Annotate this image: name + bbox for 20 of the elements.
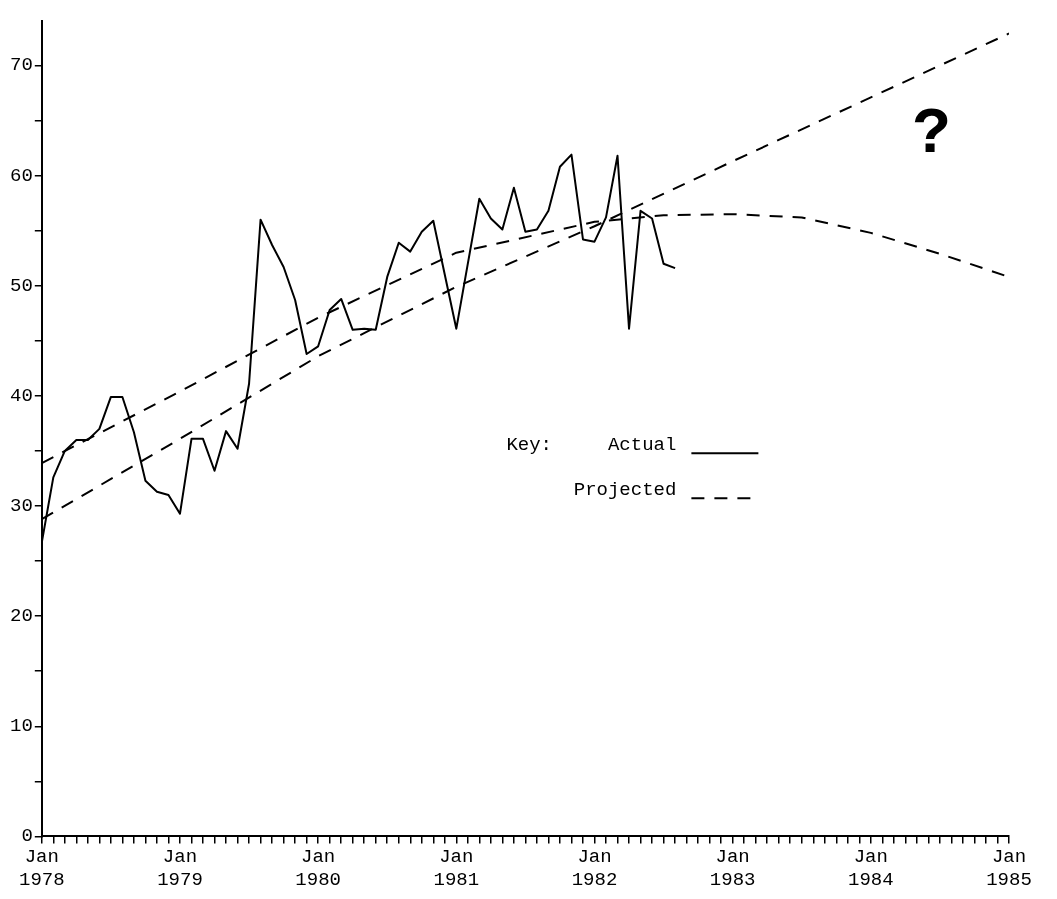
x-tick-label: Jan 1984 bbox=[848, 845, 894, 891]
legend-label: Actual bbox=[607, 434, 677, 457]
legend-title: Key: bbox=[506, 434, 552, 457]
x-tick-label: Jan 1983 bbox=[709, 845, 756, 891]
y-tick-label: 30 bbox=[9, 495, 33, 518]
y-tick-label: 60 bbox=[9, 164, 33, 187]
x-tick-label: Jan 1985 bbox=[986, 845, 1032, 891]
x-tick-label: Jan 1980 bbox=[295, 845, 341, 891]
x-tick-label: Jan 1982 bbox=[571, 845, 618, 891]
x-tick-label: Jan 1978 bbox=[19, 845, 65, 891]
x-tick-label: Jan 1981 bbox=[433, 845, 480, 891]
y-tick-label: 50 bbox=[9, 274, 33, 297]
legend-label: Projected bbox=[573, 479, 677, 502]
y-tick-label: 10 bbox=[9, 715, 33, 738]
y-tick-label: 70 bbox=[9, 54, 33, 77]
y-tick-label: 0 bbox=[21, 825, 33, 848]
annotation: ? bbox=[912, 98, 951, 171]
y-tick-label: 20 bbox=[9, 605, 33, 628]
x-tick-label: Jan 1979 bbox=[157, 845, 203, 891]
y-tick-label: 40 bbox=[9, 384, 33, 407]
